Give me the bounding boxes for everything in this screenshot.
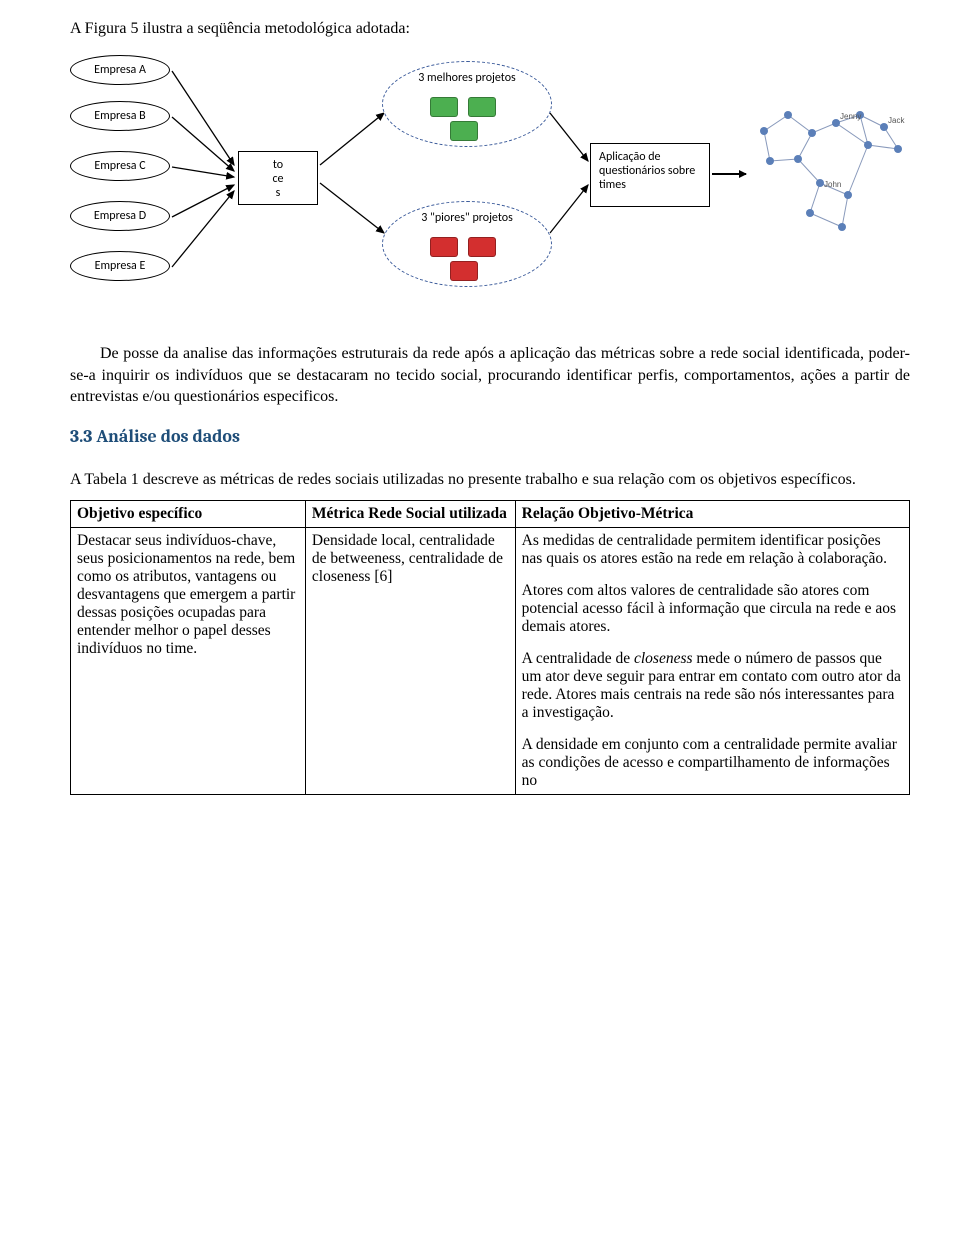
- company-ellipse: Empresa E: [70, 251, 170, 281]
- company-ellipse: Empresa A: [70, 55, 170, 85]
- relation-p1: As medidas de centralidade permitem iden…: [522, 532, 903, 568]
- company-ellipse: Empresa D: [70, 201, 170, 231]
- relation-p3: potencial acesso fácil à informação que …: [522, 600, 903, 636]
- project-box-red: [468, 237, 496, 257]
- project-box-red: [430, 237, 458, 257]
- table-header-row: Objetivo específico Métrica Rede Social …: [71, 501, 910, 528]
- relation-p5: A densidade em conjunto com a centralida…: [522, 736, 903, 790]
- table-header: Relação Objetivo-Métrica: [515, 501, 909, 528]
- table-header: Métrica Rede Social utilizada: [305, 501, 515, 528]
- project-box-green: [430, 97, 458, 117]
- relation-cell: As medidas de centralidade permitem iden…: [515, 528, 909, 795]
- project-box-red: [450, 261, 478, 281]
- company-ellipse: Empresa B: [70, 101, 170, 131]
- paragraph-1: De posse da analise das informações estr…: [70, 343, 910, 408]
- center-box: to ce s: [238, 151, 318, 205]
- objective-cell: Destacar seus indivíduos-chave, seus pos…: [71, 528, 306, 795]
- center-box-text: to ce s: [239, 158, 317, 200]
- section-heading: 3.3 Análise dos dados: [70, 426, 910, 447]
- network-label: John: [824, 180, 841, 189]
- table-row: Destacar seus indivíduos-chave, seus pos…: [71, 528, 910, 795]
- worst-projects-label: 3 "piores" projetos: [402, 211, 532, 225]
- intro-text: A Figura 5 ilustra a seqüência metodológ…: [70, 20, 910, 38]
- table-header: Objetivo específico: [71, 501, 306, 528]
- paragraph-2: A Tabela 1 descreve as métricas de redes…: [70, 469, 910, 491]
- project-box-green: [468, 97, 496, 117]
- relation-p4: A centralidade de closeness mede o númer…: [522, 650, 903, 722]
- metric-cell: Densidade local, centralidade de between…: [305, 528, 515, 795]
- questionnaire-box: Aplicação de questionários sobre times: [590, 143, 710, 207]
- network-label: Jack: [888, 116, 905, 125]
- company-ellipse: Empresa C: [70, 151, 170, 181]
- best-projects-label: 3 melhores projetos: [402, 71, 532, 85]
- project-box-green: [450, 121, 478, 141]
- relation-p2: Atores com altos valores de centralidade…: [522, 582, 903, 600]
- metrics-table: Objetivo específico Métrica Rede Social …: [70, 500, 910, 795]
- methodology-diagram: Empresa A Empresa B Empresa C Empresa D …: [70, 53, 910, 313]
- network-label: Jenny: [840, 112, 861, 121]
- network-graph: Jenny Jack John: [750, 103, 910, 243]
- arrow-to-network: [712, 173, 746, 175]
